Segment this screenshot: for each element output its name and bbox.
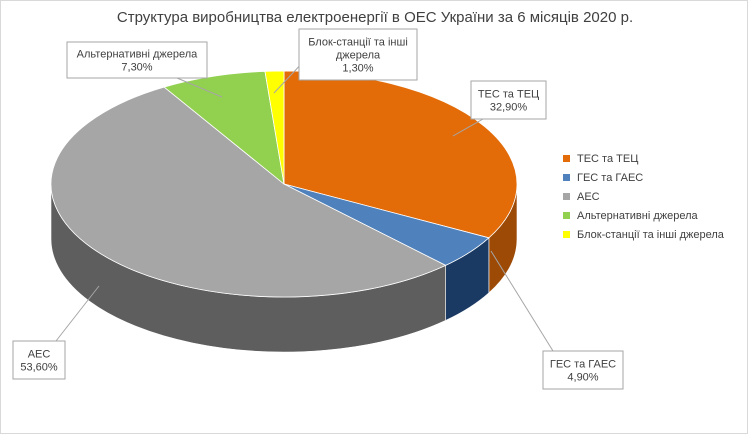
data-label-category: Альтернативні джерела [77, 49, 199, 61]
pie-slice-альтернативні-джерела [163, 70, 285, 185]
legend-label: АЕС [577, 190, 600, 203]
legend-label: Блок-станції та інші джерела [577, 228, 724, 241]
legend-swatch [563, 231, 570, 238]
legend-item: Альтернативні джерела [563, 206, 724, 225]
leader-line [490, 250, 554, 352]
data-label-category: АЕС [28, 349, 51, 361]
data-label-value: 1,30% [342, 63, 373, 75]
pie-slice-блок-станції-та-інші-джерела [264, 70, 285, 185]
data-label-value: 7,30% [121, 62, 152, 74]
legend-item: ТЕС та ТЕЦ [563, 149, 724, 168]
legend-item: Блок-станції та інші джерела [563, 225, 724, 244]
data-label-category: джерела [336, 50, 381, 62]
legend-swatch [563, 155, 570, 162]
leader-line [55, 285, 100, 342]
data-label-value: 4,90% [567, 372, 598, 384]
legend-swatch [563, 212, 570, 219]
data-label-category: Блок-станції та інші [308, 37, 408, 49]
data-label-box [12, 340, 66, 380]
data-label-category: ТЕС та ТЕЦ [478, 89, 539, 101]
legend-label: ТЕС та ТЕЦ [577, 152, 639, 165]
chart-title: Структура виробництва електроенергії в О… [116, 9, 634, 26]
data-label-box [298, 28, 418, 81]
data-label-box [470, 80, 547, 120]
legend-item: ГЕС та ГАЕС [563, 168, 724, 187]
legend-item: АЕС [563, 187, 724, 206]
legend-label: ГЕС та ГАЕС [577, 171, 644, 184]
legend-swatch [563, 174, 570, 181]
leader-line [452, 118, 484, 137]
leader-line [176, 77, 223, 98]
legend-swatch [563, 193, 570, 200]
pie-slice-аес [50, 86, 447, 298]
data-label-category: ГЕС та ГАЕС [550, 359, 616, 371]
chart-legend: ТЕС та ТЕЦ ГЕС та ГАЕС АЕС Альтернативні дж… [563, 149, 724, 244]
data-label-value: 32,90% [490, 102, 528, 114]
data-label-box [66, 41, 208, 79]
legend-label: Альтернативні джерела [577, 209, 698, 222]
data-label-box [542, 350, 624, 390]
data-label-value: 53,60% [20, 362, 58, 374]
